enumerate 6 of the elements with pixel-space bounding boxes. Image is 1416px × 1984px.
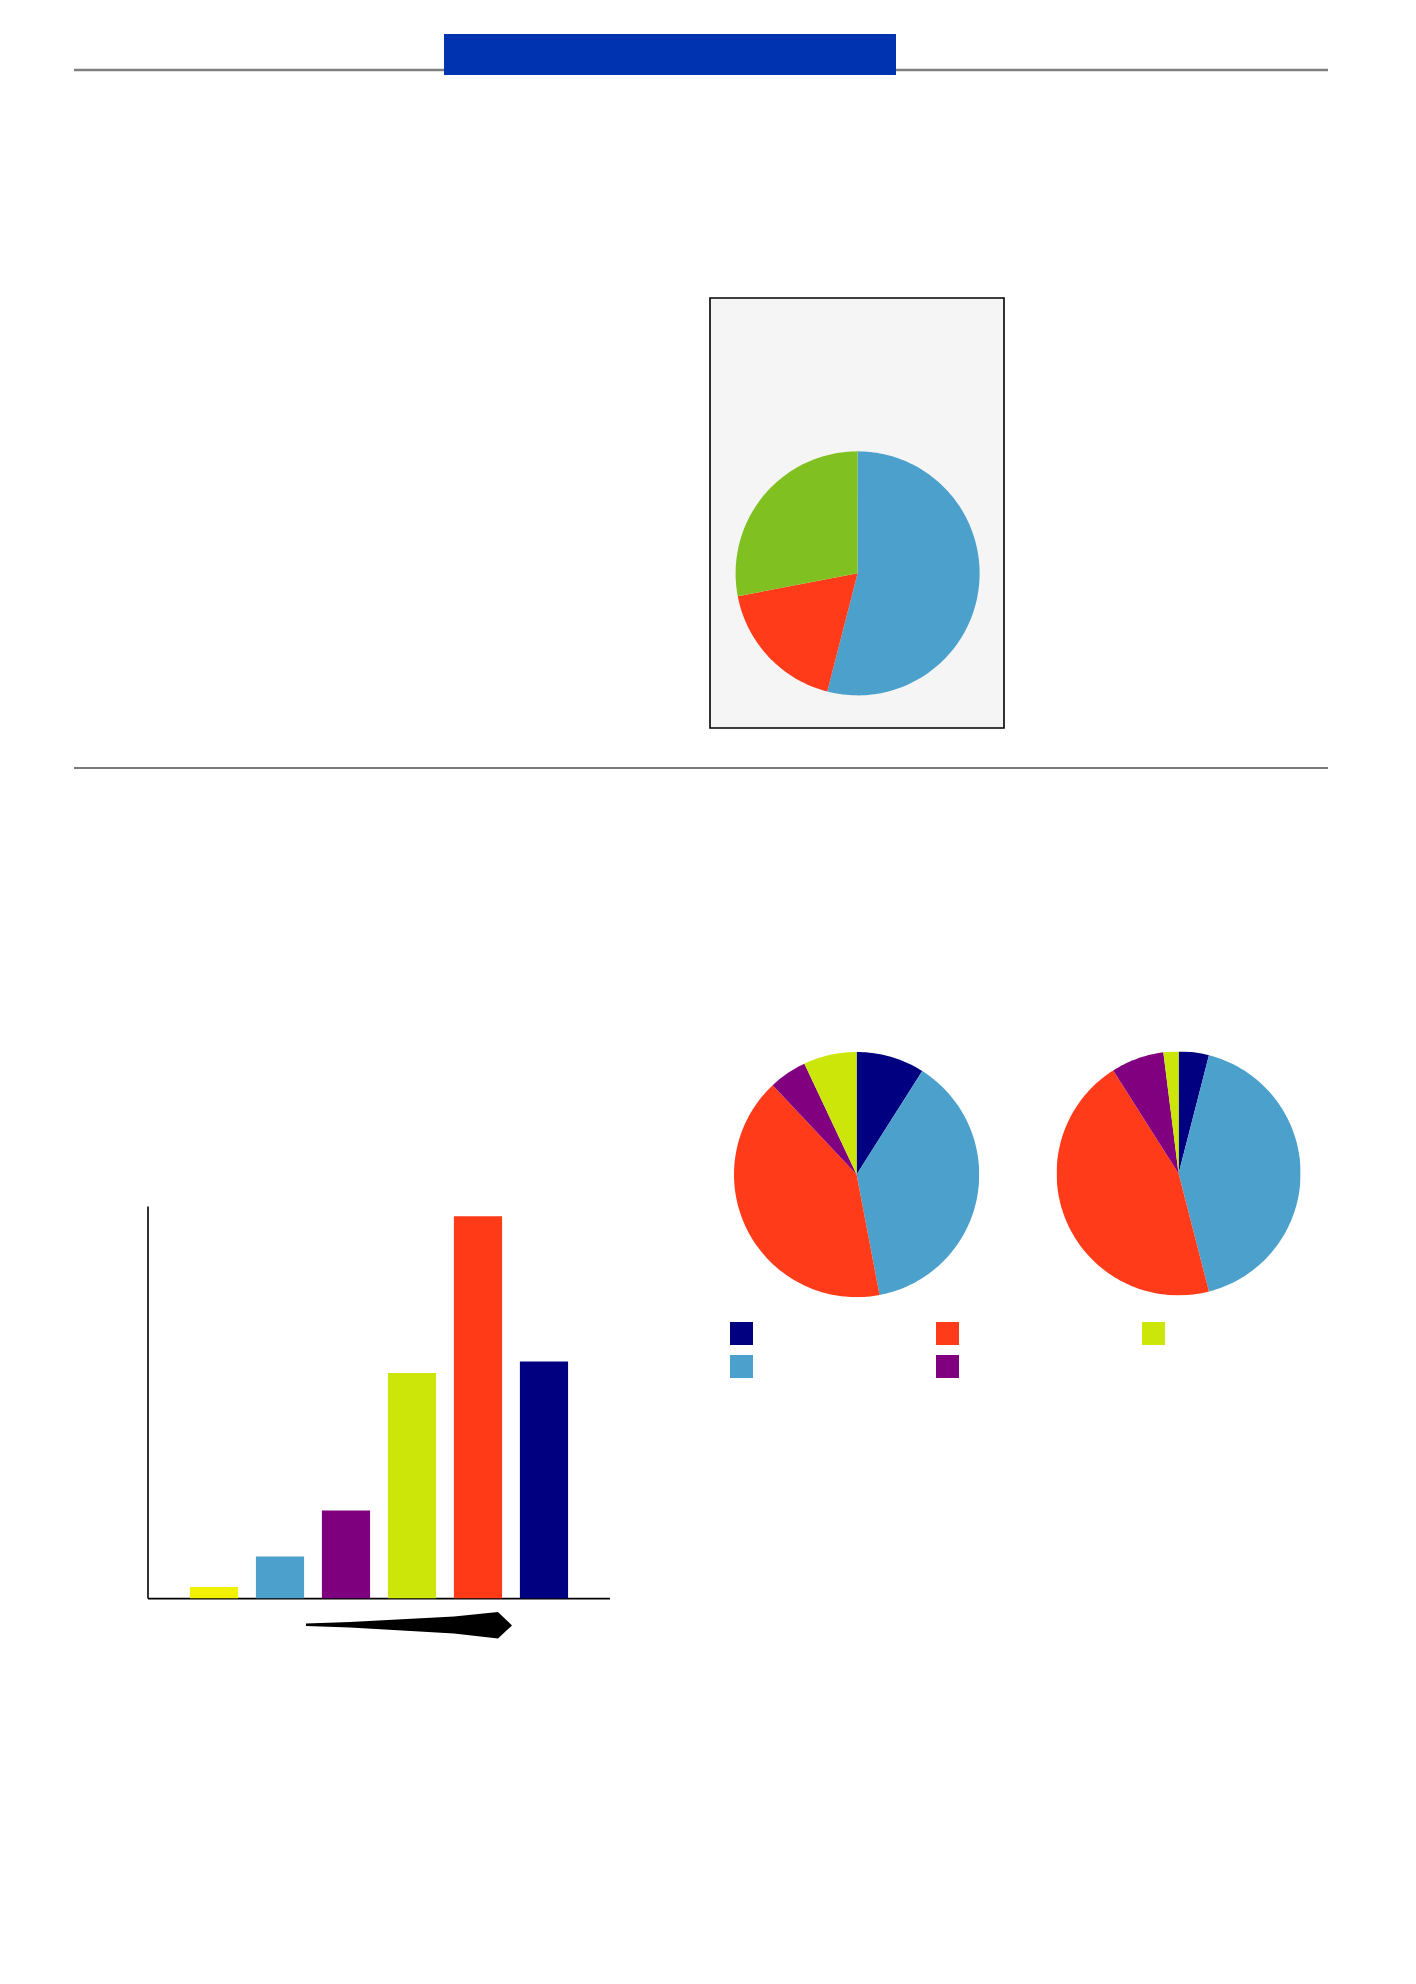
bar — [387, 1372, 437, 1599]
bar — [453, 1216, 503, 1599]
bar — [519, 1361, 569, 1599]
bar — [321, 1510, 371, 1599]
bar — [255, 1556, 305, 1599]
bar — [189, 1587, 239, 1599]
